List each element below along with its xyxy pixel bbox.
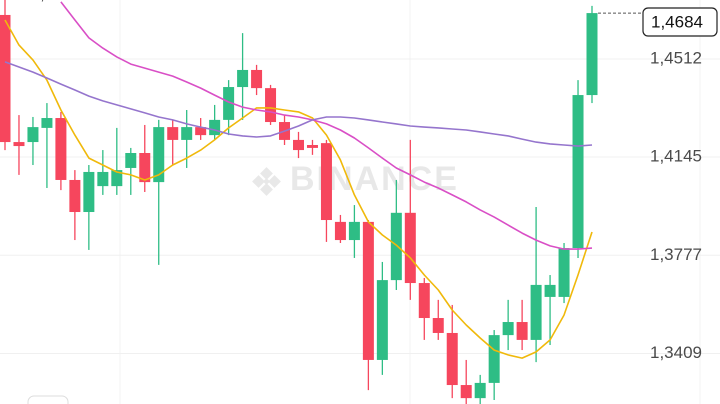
candle-body	[586, 13, 598, 96]
candle-body	[195, 127, 207, 136]
y-axis: 1,4512 1,4145 1,3777 1,3409 1,4684	[642, 7, 718, 362]
candle-body	[27, 127, 39, 143]
candle-body	[55, 118, 67, 180]
high-price-label: 1,4773	[32, 0, 78, 3]
moving-average-line	[60, 1, 593, 250]
moving-average-line	[4, 19, 593, 359]
candle-body	[488, 335, 500, 383]
candle-body	[265, 88, 277, 123]
candle-body	[348, 221, 360, 241]
watermark-logo	[252, 167, 281, 196]
candle-body	[502, 322, 514, 336]
candle-body	[293, 139, 304, 151]
last-price-box	[642, 7, 718, 37]
corner-control	[27, 395, 69, 404]
plot-area: 1,4773	[0, 0, 644, 404]
candle-body	[0, 14, 11, 143]
candle-body	[41, 118, 53, 128]
candle-body	[362, 221, 374, 360]
candle-body	[125, 153, 137, 168]
watermark-text: BINANCE	[290, 160, 459, 198]
candle-body	[69, 179, 81, 213]
candle-body	[237, 69, 249, 88]
candle-body	[181, 127, 193, 140]
candle-body	[558, 248, 570, 297]
candle-body	[474, 382, 486, 399]
watermark: BINANCE	[252, 160, 459, 198]
candle-body	[516, 322, 528, 340]
candle-body	[432, 318, 444, 333]
y-tick-label: 1,4512	[650, 48, 702, 67]
y-tick-label: 1,3777	[650, 245, 702, 264]
candle-body	[13, 142, 25, 147]
candle-body	[111, 170, 123, 187]
candle-body	[460, 385, 472, 399]
candle-body	[544, 284, 556, 297]
y-tick-label: 1,4145	[650, 146, 702, 165]
candle-body	[530, 284, 542, 340]
candle-body	[572, 95, 584, 249]
candle-body	[418, 283, 430, 319]
candle-body	[390, 212, 402, 281]
candle-body	[376, 280, 388, 360]
candle-body	[251, 69, 263, 89]
last-price-label: 1,4684	[651, 12, 703, 31]
candle-body	[320, 143, 332, 221]
y-tick-label: 1,3409	[650, 343, 702, 362]
candle-body	[83, 171, 95, 213]
candle-body	[223, 87, 235, 120]
candle-body	[153, 127, 165, 183]
candle-body	[139, 153, 151, 183]
candle-body	[97, 171, 109, 187]
candle-body	[404, 212, 416, 284]
candle-body	[167, 127, 179, 140]
candle-body	[306, 144, 318, 148]
candle-body	[209, 119, 221, 136]
candle-body	[446, 332, 458, 386]
moving-average-line	[4, 61, 593, 147]
candle-body	[334, 221, 346, 241]
